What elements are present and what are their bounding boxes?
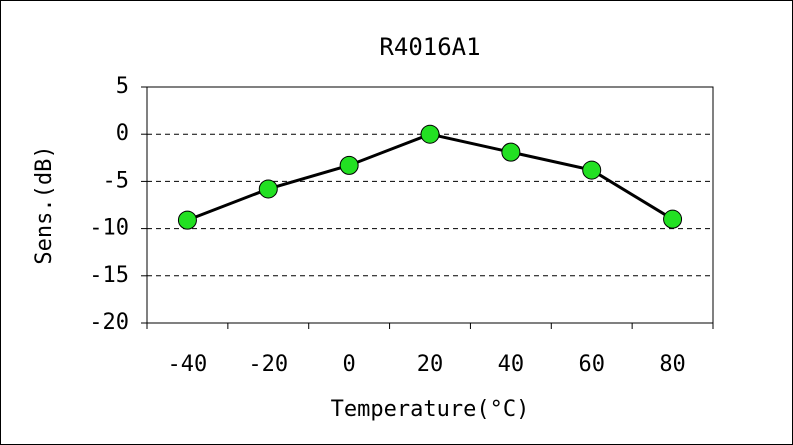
marker <box>177 210 197 230</box>
y-tick-label: -20 <box>89 310 129 335</box>
marker <box>582 160 602 180</box>
x-tick-label: 60 <box>578 352 605 377</box>
marker <box>420 124 440 144</box>
x-tick-label: -40 <box>168 352 208 377</box>
marker <box>663 209 683 229</box>
x-tick-label: 40 <box>498 352 525 377</box>
x-axis-label: Temperature(°C) <box>331 397 530 422</box>
x-tick-label: -20 <box>248 352 288 377</box>
x-tick-label: 0 <box>343 352 356 377</box>
marker <box>501 142 521 162</box>
marker <box>258 179 278 199</box>
y-tick-label: 0 <box>116 121 129 146</box>
y-tick-label: -15 <box>89 263 129 288</box>
y-tick-label: 5 <box>116 74 129 99</box>
marker <box>339 155 359 175</box>
x-tick-label: 20 <box>417 352 444 377</box>
plot-area <box>146 86 714 324</box>
x-tick-label: 80 <box>659 352 686 377</box>
chart-title: R4016A1 <box>379 33 480 61</box>
y-axis-label: Sens.(dB) <box>32 145 57 264</box>
y-tick-label: -10 <box>89 216 129 241</box>
y-tick-label: -5 <box>103 168 130 193</box>
